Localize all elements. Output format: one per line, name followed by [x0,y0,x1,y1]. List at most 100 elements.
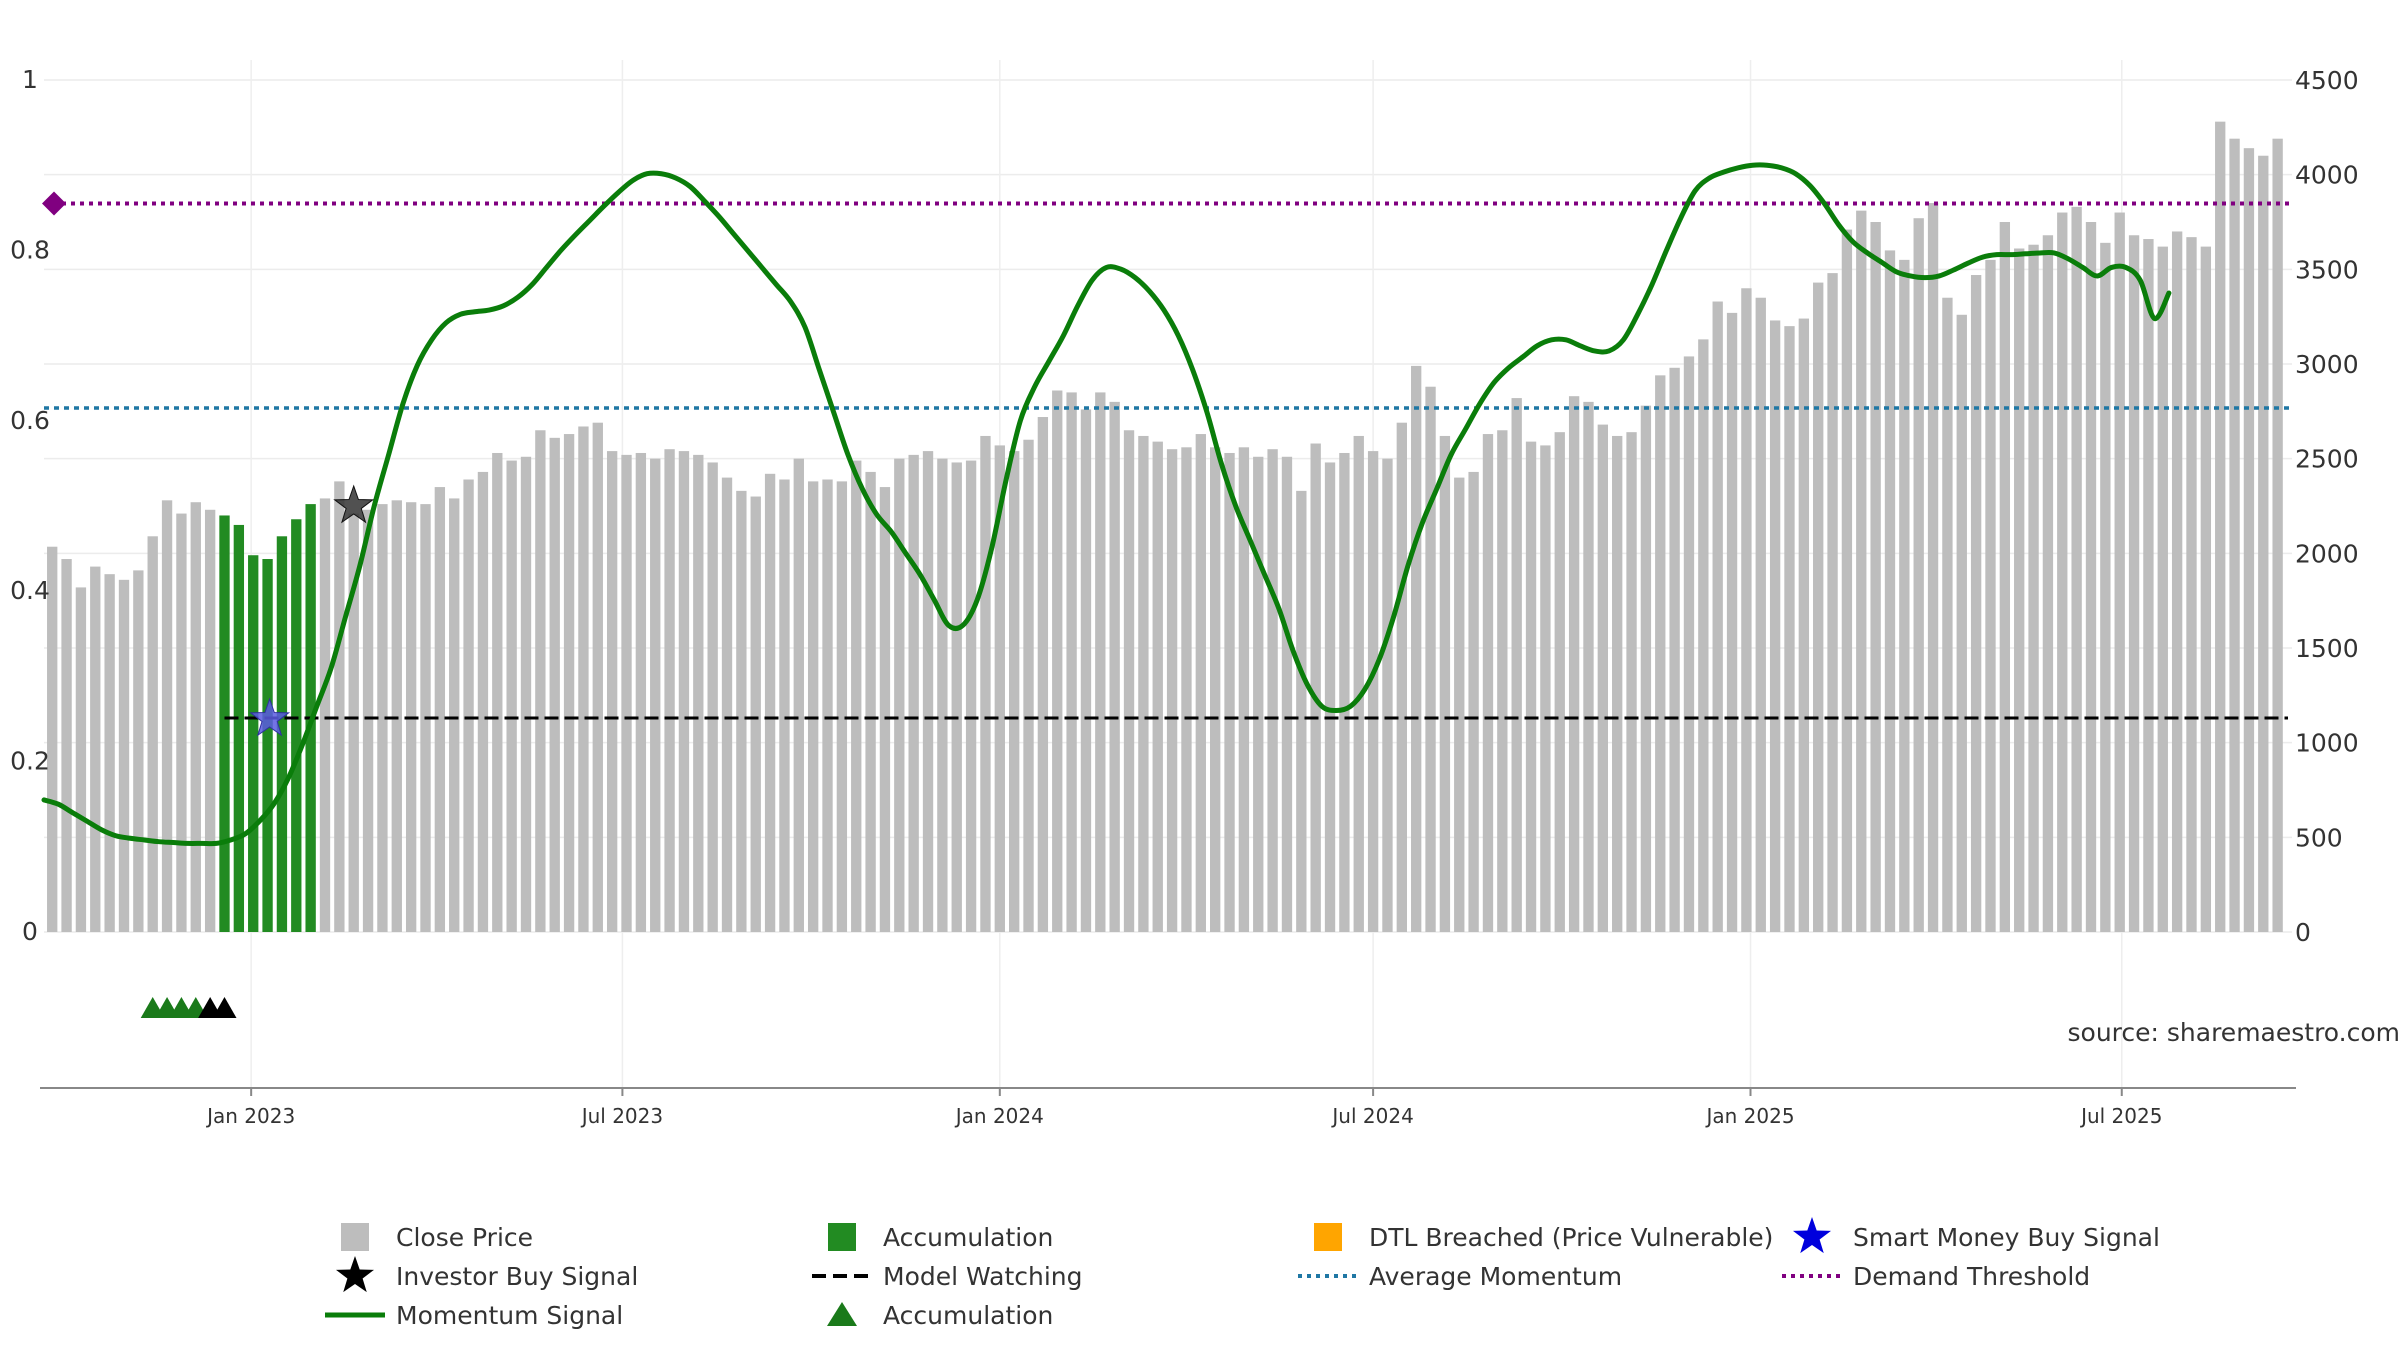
price-bar [391,500,402,932]
price-bar [1511,398,1522,933]
price-bar [1999,222,2011,932]
price-bar [1640,405,1652,932]
price-bar [1080,409,1092,932]
price-bar [133,570,144,932]
x-axis-tick-label: Jan 2024 [954,1104,1044,1128]
legend-symbol-smart-money [1792,1217,1832,1254]
price-bar [836,481,848,932]
legend-item-dtl-breached: DTL Breached (Price Vulnerable) [1314,1223,1773,1252]
price-bar [1138,435,1149,932]
price-bar [1281,456,1293,932]
price-bar [793,458,804,932]
price-bar [2215,121,2226,933]
price-bar [319,498,331,932]
axes: 0 0.2 0.4 0.6 0.8 1 0 500 1000 1500 2000 2500 3000 35… [10,65,2359,1128]
price-bar [1769,320,1781,932]
demand-threshold-marker [42,191,66,216]
legend-symbol-investor-buy [335,1256,375,1293]
price-bar [1195,434,1206,932]
left-axis-tick-label: 0.4 [10,576,50,605]
price-bar [1008,451,1020,932]
price-bar [1152,441,1163,932]
price-bar [1166,449,1178,932]
price-bar [1339,452,1350,932]
momentum-signal-series [41,162,2172,847]
price-bar [1985,259,1996,932]
left-axis-tick-label: 0.8 [10,235,50,264]
accumulation-bar [233,524,245,932]
price-bar [1037,417,1049,933]
price-bar [621,454,632,932]
legend-label: DTL Breached (Price Vulnerable) [1369,1223,1773,1252]
price-bar [1583,401,1594,932]
price-bar [75,587,87,932]
legend-label: Average Momentum [1369,1262,1622,1291]
price-bar [1841,229,1853,932]
legend-label: Demand Threshold [1853,1262,2090,1291]
legend-item-momentum-signal: Momentum Signal [325,1301,623,1330]
price-bar [1626,432,1637,932]
right-axis-tick-label: 3000 [2295,350,2359,379]
right-axis-tick-label: 3500 [2295,255,2359,284]
price-bar [1095,392,1106,932]
price-bar [1468,471,1479,932]
price-bar [1023,439,1034,932]
x-axis-tick-label: Jul 2023 [580,1104,663,1128]
accumulation-marker-5 [212,997,237,1018]
price-bar [2258,155,2269,932]
price-bar [1109,401,1120,932]
price-bar [1899,259,1910,932]
price-bar [47,546,58,932]
price-bar [1683,356,1695,933]
price-bar [1784,326,1795,933]
price-bar [2057,212,2068,933]
price-bar [1052,390,1063,932]
price-bar [1884,250,1896,932]
price-bar [2114,212,2125,933]
price-bar [492,452,503,932]
price-bar [1310,443,1321,932]
price-bar [851,460,862,932]
investor-buy-star-0 [333,484,375,524]
price-bar [1698,339,1709,932]
price-bar [2200,246,2212,932]
price-bar [2171,231,2183,932]
price-bar [1123,430,1135,932]
legend: Close Price Accumulation DTL Breached (Pri… [325,1217,2160,1330]
price-bar [2014,248,2025,933]
legend-item-model-watching: Model Watching [812,1262,1083,1291]
legend-label: Smart Money Buy Signal [1853,1223,2160,1252]
price-bar [965,460,977,932]
price-bar [61,559,72,932]
price-bar [721,477,733,932]
price-bar [2042,235,2054,933]
price-bar [377,504,388,932]
smart-money-buy-star-0 [249,697,291,737]
legend-label: Investor Buy Signal [396,1262,638,1291]
right-axis-tick-label: 2000 [2295,539,2359,568]
x-axis-tick-label: Jul 2025 [2079,1104,2162,1128]
price-bar [463,479,474,932]
price-bar [563,434,575,932]
left-axis-tick-label: 0.2 [10,747,50,776]
price-bar [879,487,891,932]
legend-item-accumulation-bar: Accumulation [828,1223,1053,1252]
price-bar [1554,432,1565,932]
price-bar [520,456,532,932]
legend-label: Accumulation [883,1223,1053,1252]
price-bar [2272,138,2283,932]
price-bar [807,481,819,932]
price-bar [1296,490,1307,932]
right-axis-tick-label: 500 [2295,823,2343,852]
price-bar [894,458,905,932]
price-bar [2243,148,2255,932]
price-bar [1913,218,1924,933]
price-bar [693,454,704,932]
price-bar [2143,239,2154,933]
price-bar [764,473,776,932]
right-axis-tick-label: 1500 [2295,634,2359,663]
price-bar [1669,367,1680,933]
right-axis-tick-label: 4000 [2295,161,2359,190]
price-bar [2229,138,2240,932]
price-bar [1755,297,1766,932]
